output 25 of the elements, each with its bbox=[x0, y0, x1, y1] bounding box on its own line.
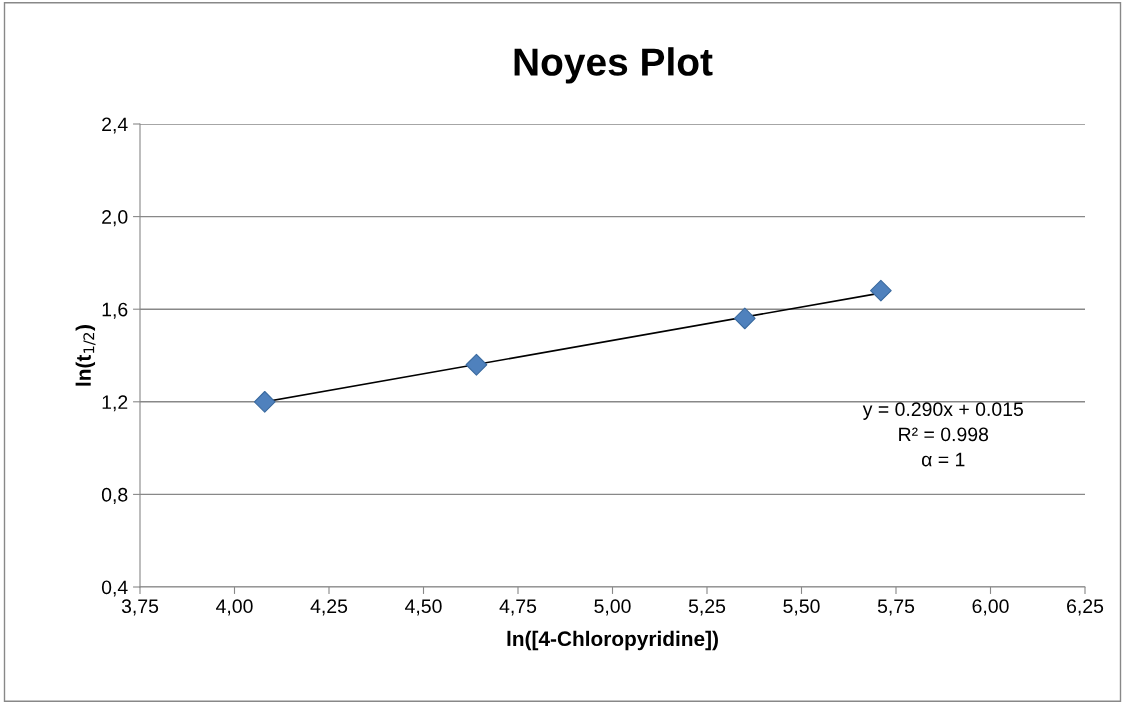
x-tick-label: 5,75 bbox=[877, 599, 915, 616]
point bbox=[253, 390, 276, 413]
y-tick-label: 0,8 bbox=[101, 487, 128, 504]
x-tick-label: 5,50 bbox=[783, 599, 820, 616]
point bbox=[870, 279, 892, 302]
point bbox=[733, 307, 756, 330]
x-tick-label: 3,75 bbox=[121, 599, 159, 616]
x-tick-label: 6,25 bbox=[1067, 599, 1104, 616]
annotation: y = 0.290x + 0.015 R² = 0.998 α = 1 bbox=[862, 402, 1023, 467]
y-tick-label: 0,4 bbox=[101, 580, 128, 597]
x-tick-label: 4,25 bbox=[310, 599, 348, 616]
x-tick-label: 5,25 bbox=[688, 599, 726, 616]
chart-title: Noyes Plot bbox=[514, 47, 713, 84]
y-tick-label: 1,2 bbox=[102, 395, 128, 412]
x-axis-title: ln([4-Chloropyridine]) bbox=[507, 630, 718, 651]
x-tick-label: 4,75 bbox=[499, 599, 537, 616]
x-tick-label: 6,00 bbox=[972, 599, 1009, 616]
x-tick-label: 5,00 bbox=[594, 599, 631, 616]
x-tick-label: 4,00 bbox=[216, 599, 253, 616]
x-tick-label: 4,50 bbox=[405, 599, 442, 616]
y-tick-label: 2,4 bbox=[102, 117, 128, 134]
point bbox=[465, 353, 488, 376]
y-axis-title: ln(t$_{1/2}$) bbox=[75, 325, 96, 386]
y-tick-label: 1,6 bbox=[102, 302, 128, 319]
y-tick-label: 2,0 bbox=[102, 210, 128, 227]
